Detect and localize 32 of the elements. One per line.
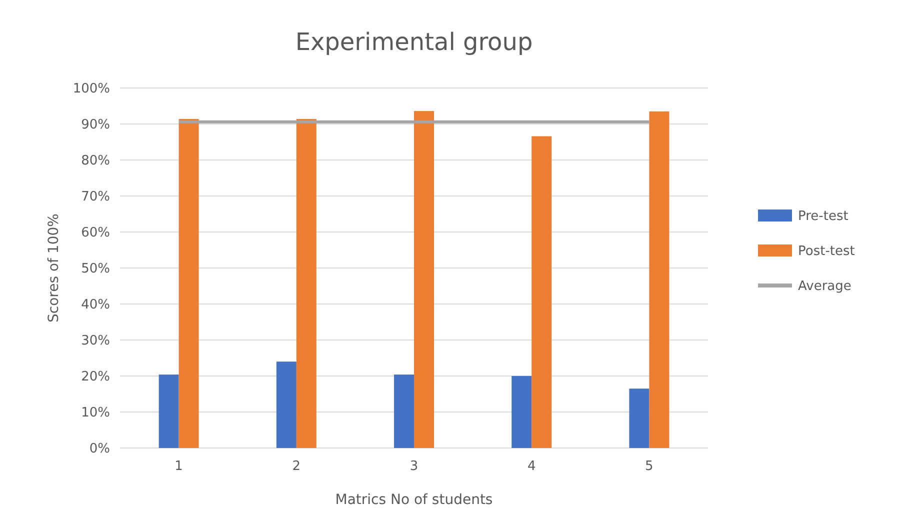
- x-tick-label: 5: [645, 459, 654, 474]
- y-tick-label: 50%: [81, 262, 110, 277]
- y-tick-label: 0%: [89, 442, 110, 457]
- bar: [532, 136, 552, 448]
- x-tick-label: 3: [410, 459, 418, 474]
- x-axis-title: Matrics No of students: [335, 492, 493, 508]
- bar: [512, 376, 532, 448]
- x-tick-label: 1: [174, 459, 183, 474]
- bar: [394, 374, 414, 448]
- y-tick-label: 80%: [81, 154, 110, 169]
- x-tick-label: 4: [527, 459, 536, 474]
- y-tick-label: 40%: [81, 298, 110, 313]
- y-tick-label: 30%: [81, 334, 110, 349]
- y-tick-label: 70%: [81, 190, 110, 205]
- x-tick-label: 2: [292, 459, 301, 474]
- y-tick-label: 10%: [81, 406, 110, 421]
- y-tick-label: 20%: [81, 370, 110, 385]
- legend-label: Post-test: [798, 244, 855, 260]
- bar: [296, 118, 316, 448]
- bar: [276, 362, 296, 448]
- bar: [158, 374, 179, 448]
- bar: [178, 118, 199, 448]
- bar: [414, 111, 434, 448]
- y-tick-label: 90%: [81, 118, 110, 133]
- y-axis-title: Scores of 100%: [46, 214, 62, 322]
- bar: [629, 388, 650, 448]
- chart-title: Experimental group: [295, 28, 533, 56]
- y-tick-label: 60%: [81, 226, 110, 241]
- legend-label: Average: [798, 279, 852, 294]
- y-tick-label: 100%: [72, 82, 110, 97]
- bar: [649, 111, 670, 448]
- legend-label: Pre-test: [798, 209, 848, 224]
